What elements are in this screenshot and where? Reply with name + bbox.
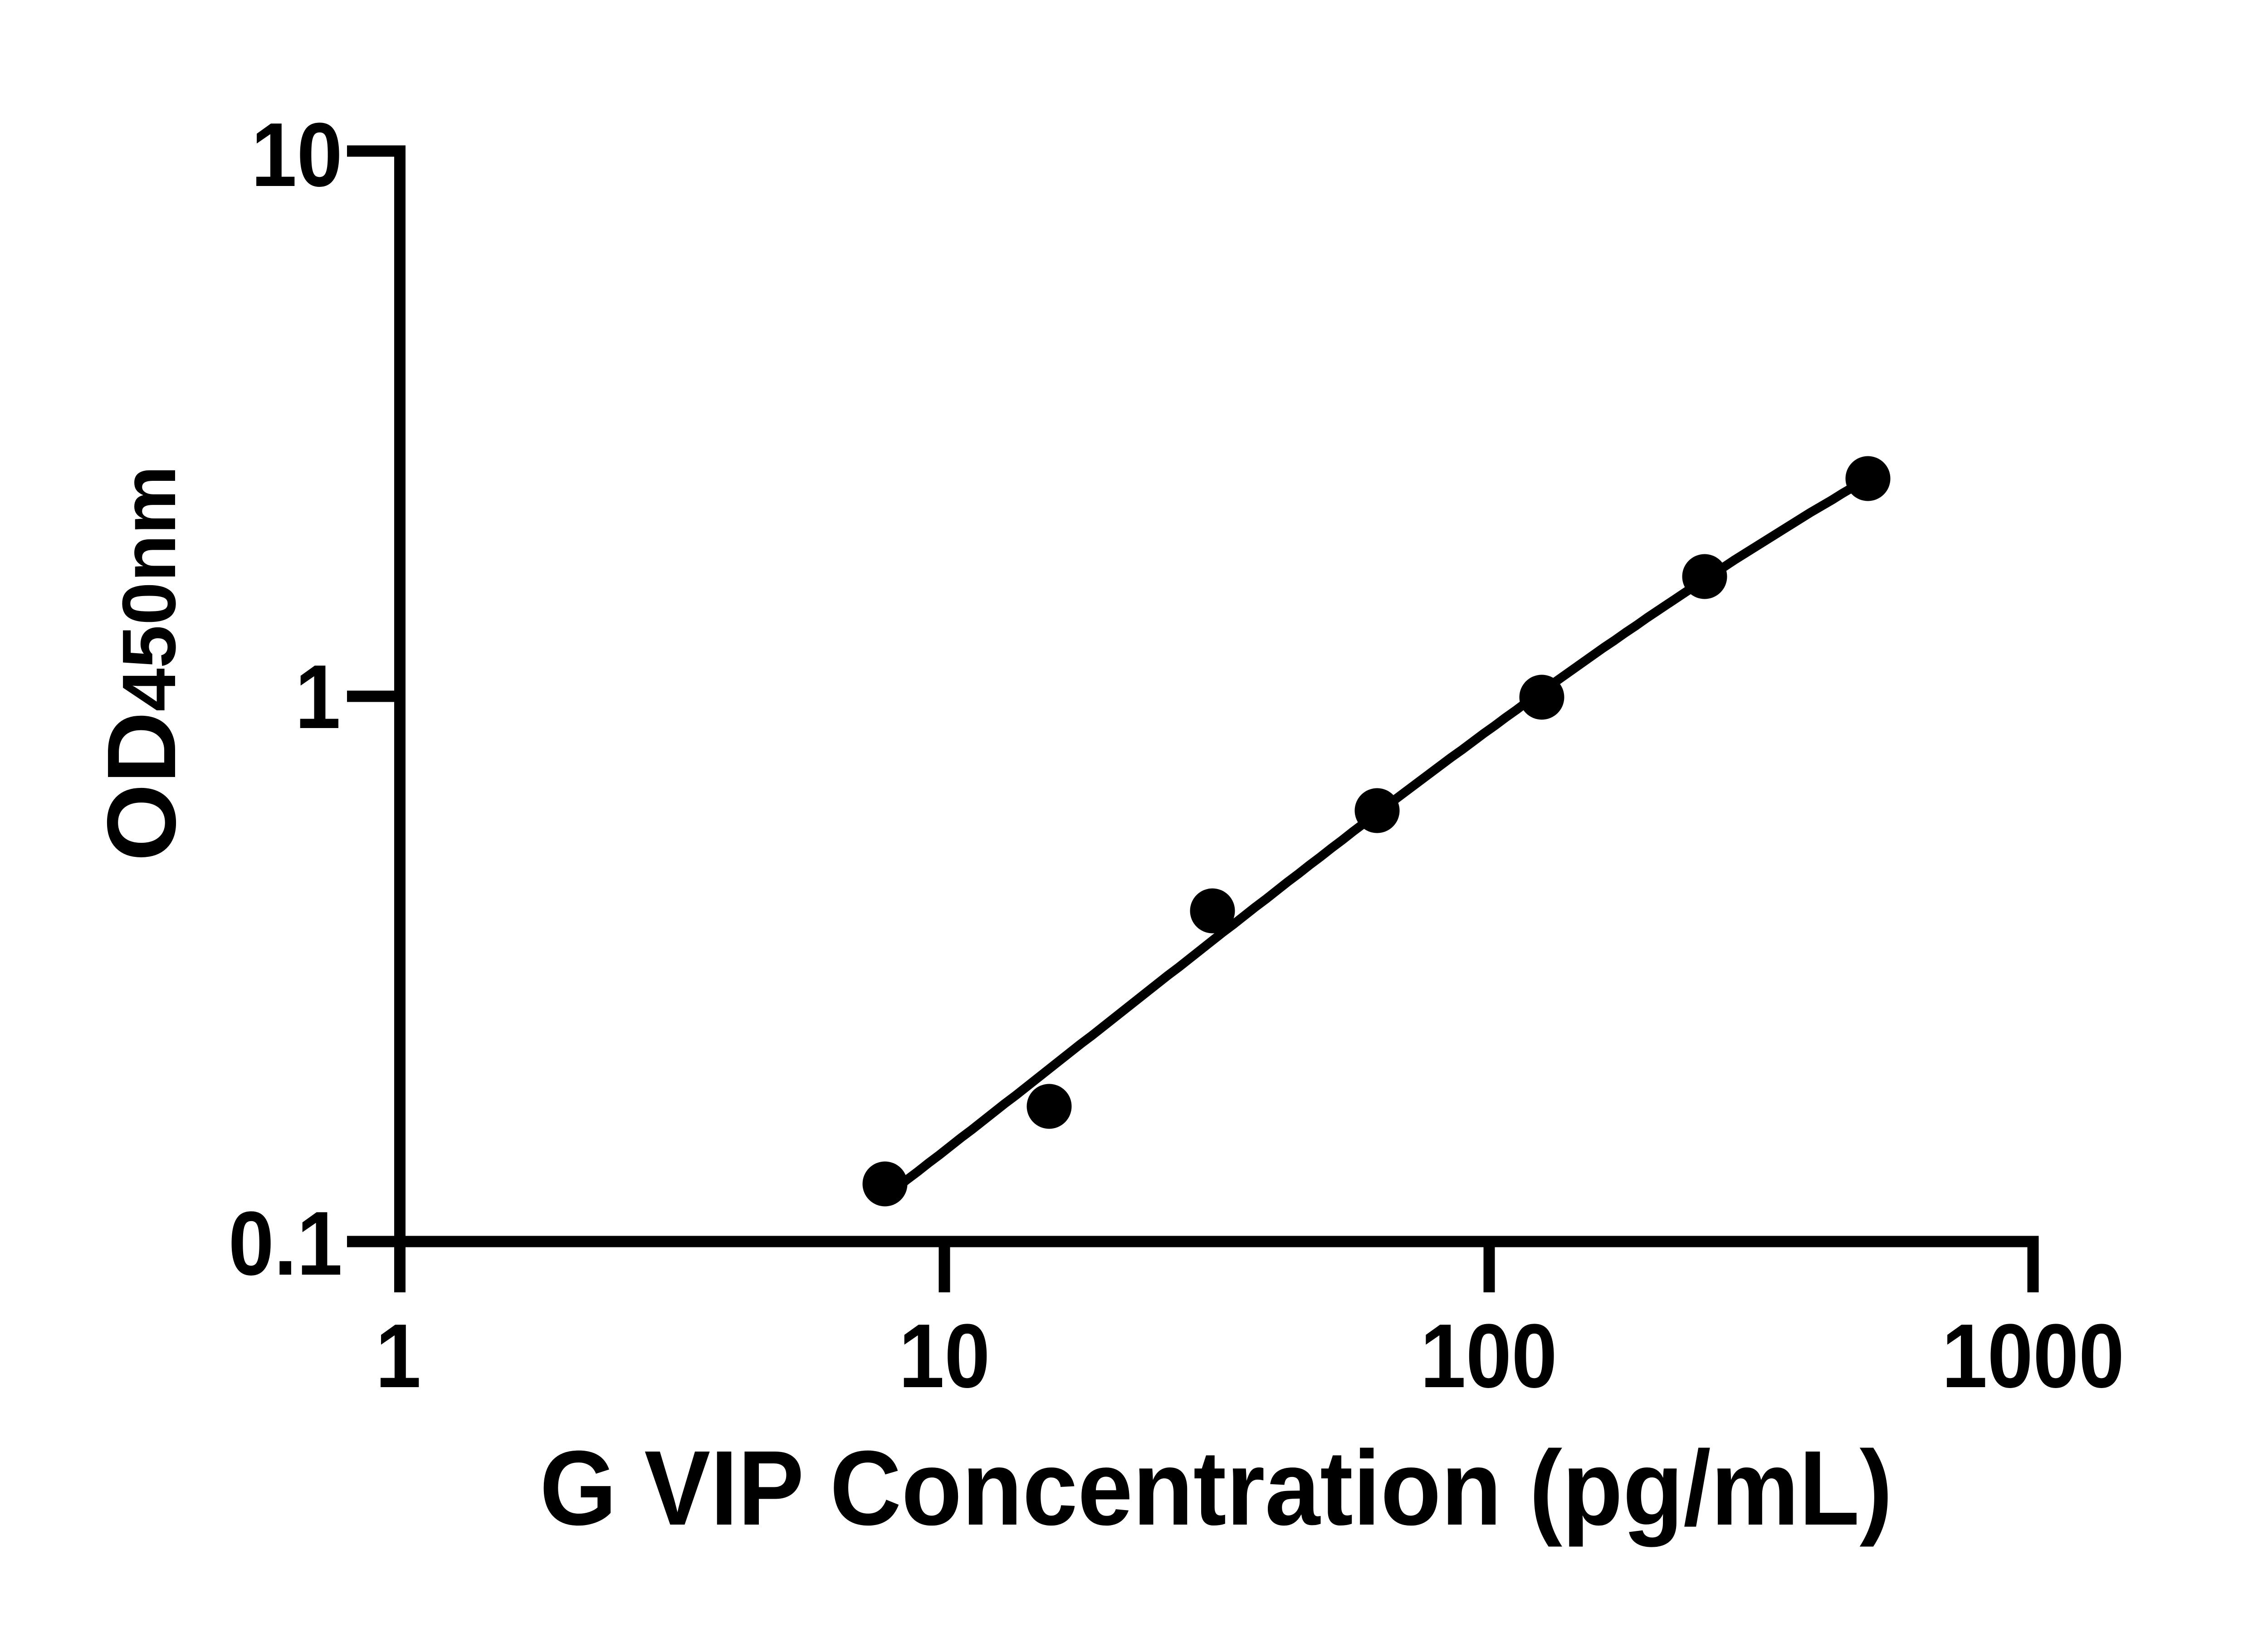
svg-text:100: 100 <box>1420 1305 1557 1407</box>
svg-text:10: 10 <box>251 104 342 205</box>
svg-text:0.1: 0.1 <box>228 1193 342 1294</box>
svg-text:OD450nm: OD450nm <box>87 465 196 861</box>
svg-text:10: 10 <box>899 1305 990 1407</box>
svg-text:1000: 1000 <box>1942 1305 2125 1407</box>
svg-text:1: 1 <box>295 646 341 748</box>
svg-text:1: 1 <box>376 1305 421 1407</box>
svg-text:G VIP Concentration (pg/mL): G VIP Concentration (pg/mL) <box>540 1428 1893 1547</box>
